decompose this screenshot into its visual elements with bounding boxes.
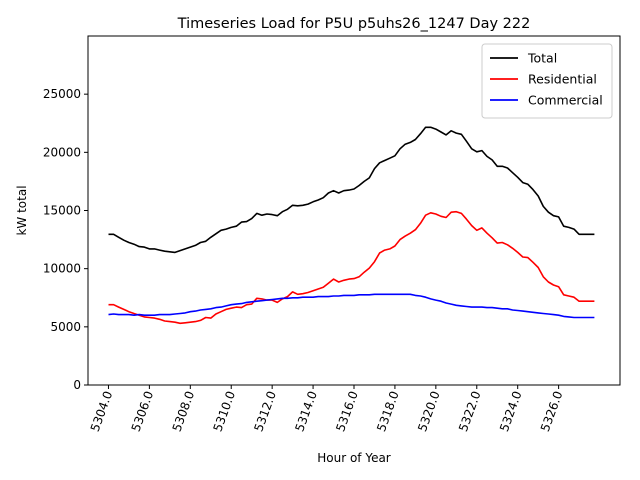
- legend-label-total: Total: [527, 51, 557, 66]
- y-tick-label: 10000: [43, 262, 81, 276]
- series-line-total: [108, 126, 595, 254]
- legend: Total Residential Commercial: [481, 43, 613, 119]
- y-tick-label: 25000: [43, 87, 81, 101]
- y-tick-label: 15000: [43, 204, 81, 218]
- y-tick-label: 0: [73, 378, 81, 392]
- series-line-commercial: [108, 293, 595, 319]
- legend-label-commercial: Commercial: [528, 93, 603, 108]
- y-axis-label: kW total: [15, 185, 29, 235]
- legend-label-residential: Residential: [528, 72, 597, 87]
- x-axis-label: Hour of Year: [317, 451, 391, 465]
- plot-series: [108, 126, 595, 325]
- y-axis: 0 5000 10000 15000 20000 25000: [43, 87, 88, 392]
- chart-title: Timeseries Load for P5U p5uhs26_1247 Day…: [177, 16, 531, 32]
- series-line-residential: [108, 210, 595, 325]
- y-tick-label: 20000: [43, 145, 81, 159]
- y-tick-label: 5000: [50, 320, 81, 334]
